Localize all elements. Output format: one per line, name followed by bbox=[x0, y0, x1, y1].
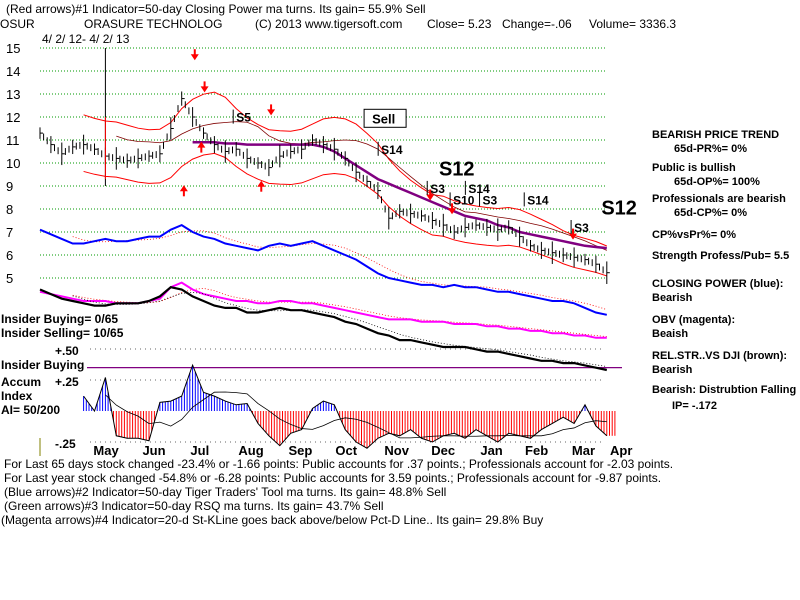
signal-label-big: S12 bbox=[601, 198, 637, 220]
month-label: Aug bbox=[238, 443, 263, 458]
signal-label: S3 bbox=[574, 221, 589, 235]
relstr-line bbox=[39, 286, 608, 372]
price-tick-label: 7 bbox=[6, 225, 13, 240]
price-trend: BEARISH PRICE TREND bbox=[652, 129, 780, 141]
index-label: Index bbox=[1, 389, 33, 403]
month-label: Mar bbox=[572, 443, 595, 458]
red-arrow-head-up bbox=[179, 185, 188, 192]
pr-value: 65d-PR%= 0% bbox=[674, 143, 748, 155]
price-tick-label: 14 bbox=[6, 64, 20, 79]
red-arrow-head-up bbox=[257, 180, 266, 187]
insider-buying-count: Insider Buying= 0/65 bbox=[1, 312, 119, 326]
month-label: Feb bbox=[525, 443, 548, 458]
ai-value: AI= 50/200 bbox=[1, 403, 61, 417]
volume-value: Volume= 3336.3 bbox=[589, 17, 677, 31]
date-range: 4/ 2/ 12- 4/ 2/ 13 bbox=[42, 32, 130, 46]
close-value: Close= 5.23 bbox=[427, 17, 492, 31]
signal-label: S5 bbox=[236, 111, 251, 125]
relstr-state: Bearish bbox=[652, 364, 693, 376]
price-tick-label: 6 bbox=[6, 248, 13, 263]
red-arrow-head-down bbox=[448, 208, 457, 215]
month-label: Apr bbox=[610, 443, 632, 458]
ticker: OSUR bbox=[0, 17, 35, 31]
signal-label-big: S12 bbox=[439, 158, 475, 180]
obv-label: OBV (magenta): bbox=[652, 314, 736, 326]
sell-box-label: Sell bbox=[372, 111, 395, 126]
red-arrow-head-down bbox=[267, 109, 276, 116]
month-label: Jan bbox=[480, 443, 502, 458]
ma50-line bbox=[192, 141, 607, 250]
professionals-status: Professionals are bearish bbox=[652, 193, 786, 205]
public-status: Public is bullish bbox=[652, 162, 736, 174]
accum-tick-label: +.50 bbox=[55, 344, 79, 358]
op-value: 65d-OP%= 100% bbox=[674, 176, 760, 188]
brown-ma-line bbox=[116, 121, 607, 251]
obv-line bbox=[39, 281, 607, 339]
change-value: Change=-.06 bbox=[502, 17, 572, 31]
accum-tick-label: -.25 bbox=[55, 437, 76, 451]
price-tick-label: 5 bbox=[6, 271, 13, 286]
month-label: Jun bbox=[142, 443, 165, 458]
copyright: (C) 2013 www.tigersoft.com bbox=[255, 17, 403, 31]
price-tick-label: 13 bbox=[6, 87, 20, 102]
distribution-status: Bearish: Distrubtion Falling bbox=[652, 384, 797, 396]
price-tick-label: 11 bbox=[6, 133, 20, 148]
closing-power-state: Bearish bbox=[652, 292, 693, 304]
footer-line-1: For Last 65 days stock changed -23.4% or… bbox=[4, 457, 674, 471]
cp-value: 65d-CP%= 0% bbox=[674, 207, 748, 219]
accum-ma-line bbox=[105, 391, 607, 439]
signal-label: S14 bbox=[527, 193, 549, 207]
insider-selling-count: Insider Selling= 10/65 bbox=[1, 326, 124, 340]
relstr-ma-line bbox=[72, 291, 607, 367]
footer-line-5: (Magenta arrows)#4 Indicator=20-d St-KLi… bbox=[1, 513, 544, 527]
footer-line-2: For Last year stock changed -54.8% or -6… bbox=[4, 471, 662, 485]
month-label: Dec bbox=[431, 443, 455, 458]
sell-box bbox=[363, 108, 407, 128]
signal-label: S3 bbox=[430, 182, 445, 196]
signal-label: S10 bbox=[453, 193, 475, 207]
red-arrow-head-down bbox=[426, 194, 435, 201]
red-arrow-head-down bbox=[569, 233, 578, 240]
footer-line-3: (Blue arrows)#2 Indicator=50-day Tiger T… bbox=[4, 485, 447, 499]
month-label: Nov bbox=[384, 443, 409, 458]
company-name: ORASURE TECHNOLOG bbox=[84, 17, 223, 31]
accum-tick-label: +.25 bbox=[55, 375, 79, 389]
month-label: Jul bbox=[190, 443, 209, 458]
cp-vs-pr: CP%vsPr%= 0% bbox=[652, 229, 737, 241]
closing-power-line bbox=[39, 223, 608, 316]
lower-band-line bbox=[83, 152, 607, 277]
relstr-label: REL.STR..VS DJI (brown): bbox=[652, 350, 788, 362]
price-tick-label: 9 bbox=[6, 179, 13, 194]
red-arrow-head-up bbox=[197, 141, 206, 148]
month-label: Oct bbox=[335, 443, 357, 458]
red-arrow-head-down bbox=[200, 86, 209, 93]
red-arrow-head-down bbox=[190, 54, 199, 61]
month-label: May bbox=[93, 443, 119, 458]
month-label: Sep bbox=[289, 443, 313, 458]
closing-power-label: CLOSING POWER (blue): bbox=[652, 278, 784, 290]
price-tick-label: 15 bbox=[6, 41, 20, 56]
signal-label: S3 bbox=[483, 193, 498, 207]
price-tick-label: 8 bbox=[6, 202, 13, 217]
ip-value: IP= -.172 bbox=[672, 400, 717, 412]
price-tick-label: 12 bbox=[6, 110, 20, 125]
price-tick-label: 10 bbox=[6, 156, 20, 171]
obv-state: Beaish bbox=[652, 328, 689, 340]
signal-label: S14 bbox=[468, 182, 490, 196]
indicator-1-line: (Red arrows)#1 Indicator=50-day Closing … bbox=[6, 2, 426, 16]
strength-ratio: Strength Profess/Pub= 5.5 bbox=[652, 250, 790, 262]
insider-buying-label: Insider Buying bbox=[1, 358, 85, 372]
signal-label: S14 bbox=[381, 143, 403, 157]
accum-label: Accum bbox=[1, 375, 42, 389]
footer-line-4: (Green arrows)#3 Indicator=50-day RSQ ma… bbox=[4, 499, 384, 513]
